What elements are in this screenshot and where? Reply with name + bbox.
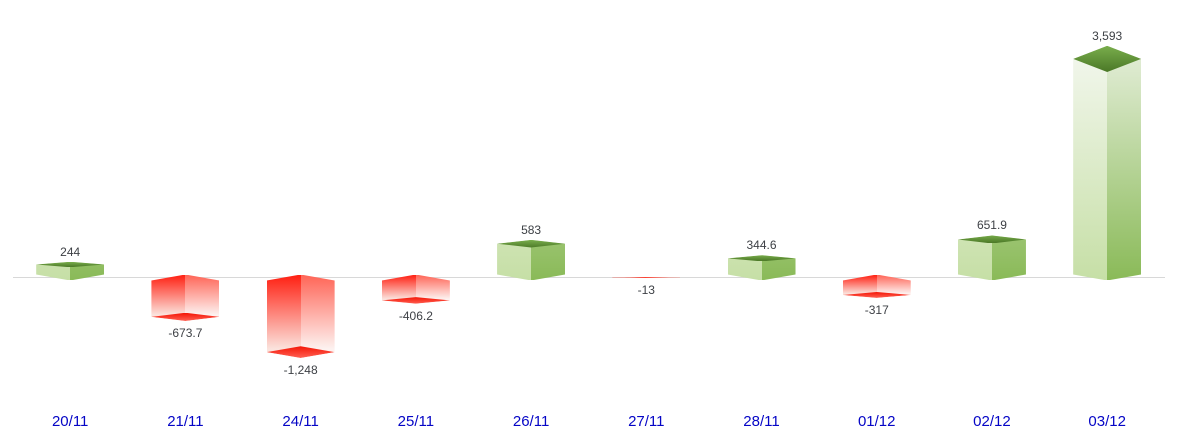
value-label: -317 — [864, 302, 889, 317]
x-axis-label: 02/12 — [973, 413, 1011, 430]
x-axis-label: 21/11 — [167, 413, 204, 430]
value-label: -406.2 — [398, 308, 433, 323]
x-axis-label: 24/11 — [282, 413, 319, 430]
bar-face-left — [842, 274, 877, 298]
x-axis-line — [12, 277, 1165, 278]
bar-27-11[interactable] — [612, 277, 681, 279]
bar-bottom-face — [381, 297, 450, 304]
bar-25-11[interactable] — [381, 274, 450, 304]
x-axis-label: 20/11 — [51, 413, 89, 430]
value-label: 244 — [60, 244, 81, 259]
bar-28-11[interactable] — [727, 255, 796, 281]
bar-face-right — [185, 274, 220, 321]
bar-face-left — [957, 235, 992, 281]
x-axis-label: 03/12 — [1088, 413, 1126, 430]
bar-bottom-face — [266, 346, 335, 358]
bar-face-left — [266, 274, 301, 358]
bar-top-face — [727, 255, 796, 262]
bar-01-12[interactable] — [842, 274, 911, 298]
bar-20-11[interactable] — [36, 261, 105, 281]
bar-bottom-face — [151, 312, 220, 321]
bar-face-left — [151, 274, 186, 321]
bar-face-right — [991, 235, 1026, 281]
x-axis-label: 26/11 — [512, 413, 550, 430]
bar-top-face — [957, 235, 1026, 244]
value-label: -673.7 — [168, 325, 203, 340]
value-label: 583 — [521, 222, 542, 237]
bar-face-right — [300, 274, 335, 358]
bar-26-11[interactable] — [497, 239, 566, 281]
bar-face-right — [1107, 45, 1142, 281]
value-label: 344.6 — [746, 238, 777, 253]
x-axis-label: 27/11 — [628, 413, 665, 430]
bar-top-face — [36, 261, 105, 268]
bar-02-12[interactable] — [957, 235, 1026, 281]
value-label: -1,248 — [283, 362, 318, 377]
bar-face-right — [876, 274, 911, 298]
x-axis-label: 01/12 — [857, 413, 896, 430]
value-label: 3,593 — [1092, 28, 1123, 43]
bar-24-11[interactable] — [266, 274, 335, 358]
value-label: -13 — [637, 283, 655, 298]
bar-bottom-face — [612, 277, 681, 279]
bar-21-11[interactable] — [151, 274, 220, 321]
bar-bottom-face — [842, 291, 911, 298]
x-axis-label: 25/11 — [397, 413, 435, 430]
x-axis-label: 28/11 — [743, 413, 780, 430]
bar-top-face — [497, 239, 566, 248]
bar-03-12[interactable] — [1073, 45, 1142, 281]
bar-face-left — [1073, 45, 1108, 281]
value-label: 651.9 — [976, 218, 1007, 233]
